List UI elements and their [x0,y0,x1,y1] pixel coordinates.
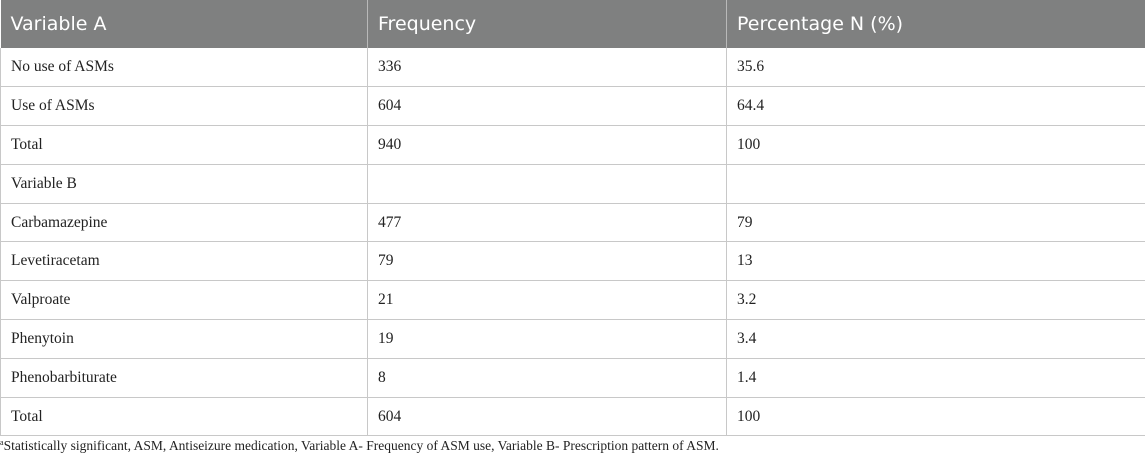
table-body: No use of ASMs 336 35.6 Use of ASMs 604 … [0,48,1145,437]
cell-variable: Phenytoin [0,319,368,359]
cell-variable: Valproate [0,280,368,321]
cell-percentage: 1.4 [726,357,1145,398]
cell-frequency: 336 [367,48,727,88]
table-row: Total 604 100 [0,396,1145,437]
data-table: Variable A Frequency Percentage N (%) No… [0,0,1145,437]
header-percentage: Percentage N (%) [726,0,1145,48]
cell-percentage: 13 [726,241,1145,282]
table-row: Phenytoin 19 3.4 [0,319,1145,359]
cell-frequency: 940 [367,125,727,165]
table-footnote: aStatistically significant, ASM, Antisei… [0,438,719,454]
cell-frequency: 8 [367,357,727,398]
cell-frequency: 604 [367,86,727,127]
cell-percentage: 64.4 [726,86,1145,127]
cell-percentage: 100 [726,125,1145,165]
table-header: Variable A Frequency Percentage N (%) [0,0,1145,48]
table-row: Total 940 100 [0,125,1145,165]
table-row: Valproate 21 3.2 [0,280,1145,321]
cell-variable: Total [0,396,368,437]
table-row: Use of ASMs 604 64.4 [0,86,1145,127]
cell-variable: Carbamazepine [0,202,368,243]
footnote-text: Statistically significant, ASM, Antiseiz… [3,438,719,453]
cell-percentage: 35.6 [726,48,1145,88]
table-row: Variable B [0,163,1145,204]
cell-percentage: 3.2 [726,280,1145,321]
header-variable-a: Variable A [0,0,368,48]
cell-frequency: 21 [367,280,727,321]
cell-frequency: 477 [367,202,727,243]
cell-percentage [726,163,1145,204]
table-row: Carbamazepine 477 79 [0,202,1145,243]
table-row: No use of ASMs 336 35.6 [0,48,1145,88]
table-row: Levetiracetam 79 13 [0,241,1145,282]
cell-percentage: 3.4 [726,319,1145,359]
cell-frequency: 604 [367,396,727,437]
cell-frequency: 19 [367,319,727,359]
cell-frequency: 79 [367,241,727,282]
table-row: Phenobarbiturate 8 1.4 [0,357,1145,398]
cell-variable: Use of ASMs [0,86,368,127]
cell-variable: Phenobarbiturate [0,357,368,398]
cell-percentage: 100 [726,396,1145,437]
header-frequency: Frequency [367,0,727,48]
cell-frequency [367,163,727,204]
footnote-marker: a [0,438,4,447]
cell-variable: Levetiracetam [0,241,368,282]
cell-percentage: 79 [726,202,1145,243]
cell-variable: Variable B [0,163,368,204]
header-row: Variable A Frequency Percentage N (%) [0,0,1145,48]
cell-variable: No use of ASMs [0,48,368,88]
cell-variable: Total [0,125,368,165]
